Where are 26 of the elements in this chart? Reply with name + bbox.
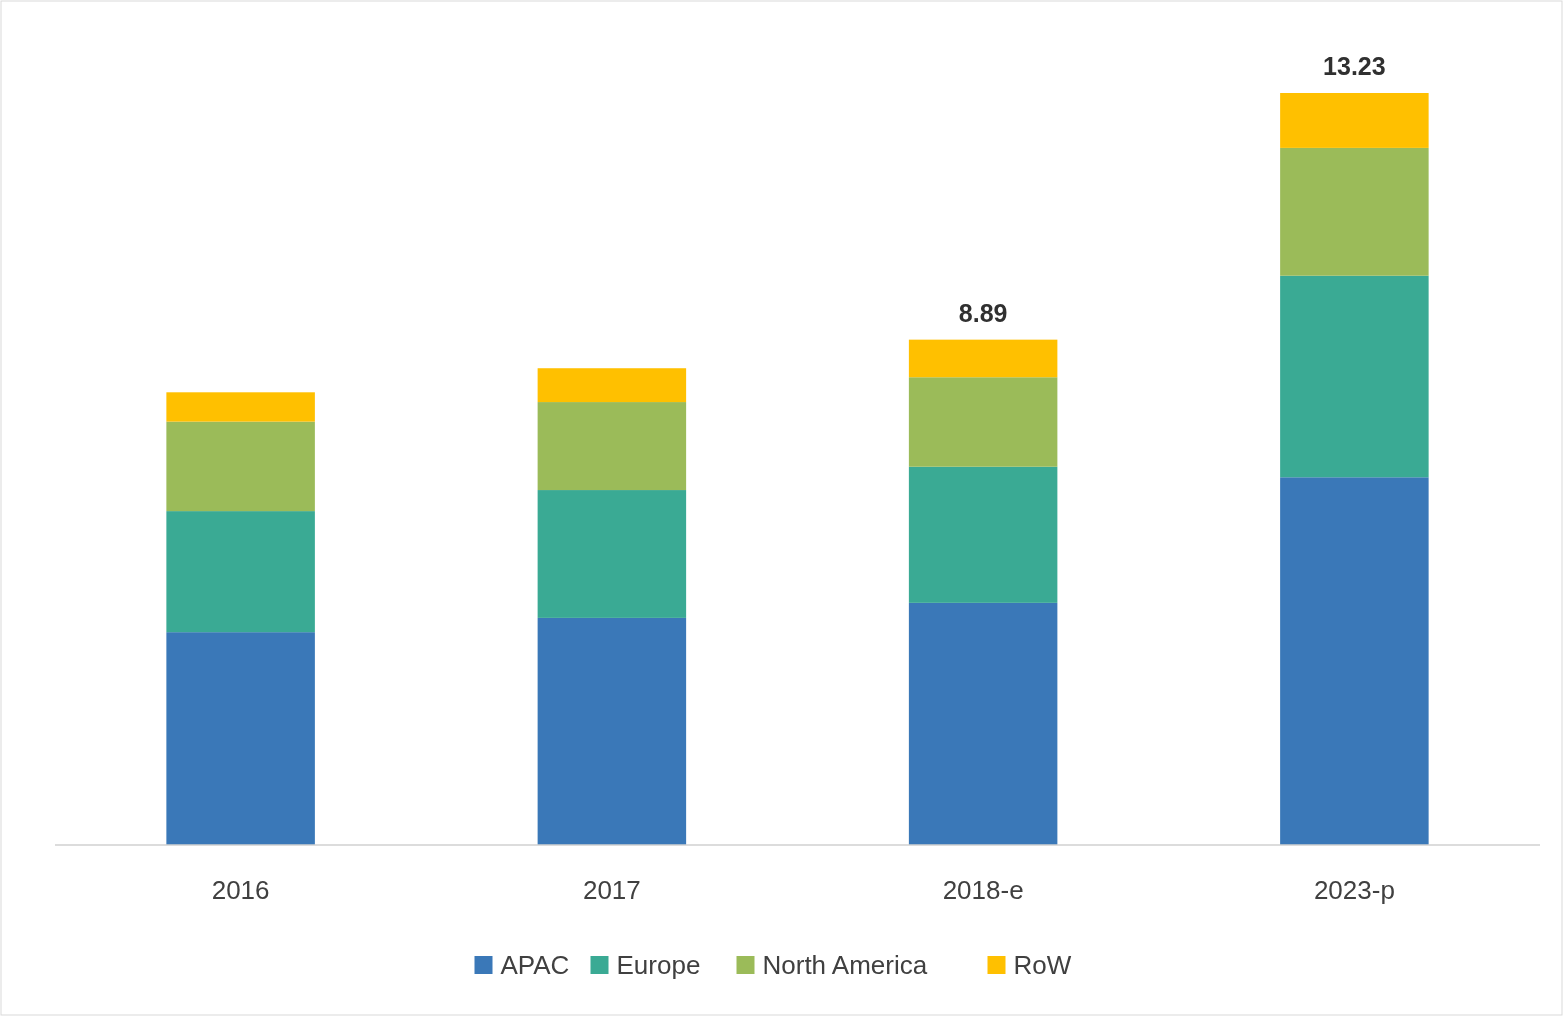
bar — [166, 511, 315, 633]
annotation: 13.23 — [1323, 52, 1386, 80]
bar — [166, 421, 315, 512]
bar — [537, 490, 687, 618]
bar — [166, 632, 315, 845]
bar — [537, 617, 687, 845]
bar — [537, 402, 687, 491]
x-tick-label: 2018-e — [942, 875, 1024, 905]
bar — [908, 339, 1058, 378]
bar — [908, 466, 1058, 603]
bar — [537, 368, 687, 403]
bar — [908, 377, 1058, 467]
x-tick-label: 2023-p — [1313, 875, 1395, 905]
legend-label: Europe — [616, 950, 701, 980]
legend-label: North America — [762, 950, 928, 980]
bar — [1280, 147, 1429, 276]
legend-label: RoW — [1013, 950, 1072, 980]
bar — [1280, 93, 1429, 148]
x-tick-label: 2016 — [211, 875, 270, 905]
x-tick-label: 2017 — [582, 875, 641, 905]
legend-label: APAC — [500, 950, 570, 980]
bar — [908, 602, 1058, 845]
annotation: 8.89 — [958, 298, 1008, 327]
bar — [1280, 477, 1429, 845]
bar — [166, 392, 315, 422]
bar — [1280, 275, 1429, 478]
